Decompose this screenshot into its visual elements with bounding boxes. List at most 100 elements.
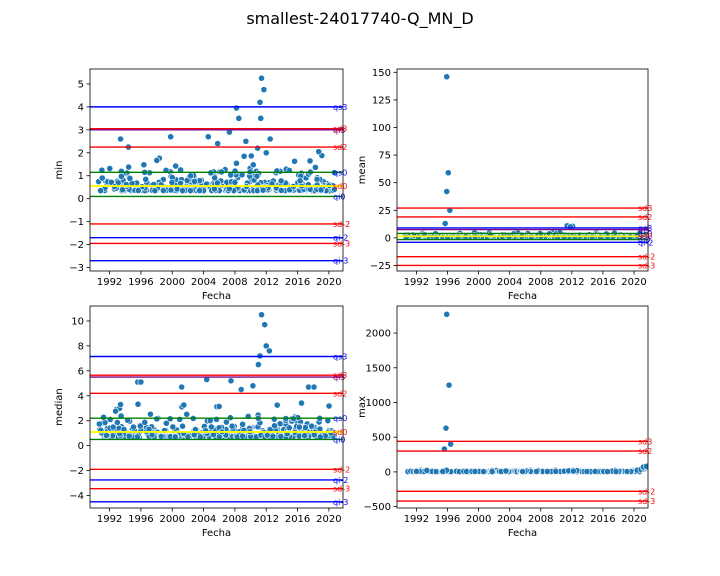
y-tick-label: −500: [364, 502, 391, 513]
plot-area: [397, 310, 648, 502]
data-point: [257, 114, 265, 122]
data-point: [147, 410, 154, 418]
data-point: [315, 148, 323, 156]
data-point: [271, 422, 278, 430]
data-point: [142, 175, 150, 183]
ref-label-sd3: sd3: [638, 437, 652, 446]
data-point: [313, 175, 321, 183]
data-point: [130, 423, 137, 431]
y-tick-label: −1: [69, 217, 84, 228]
y-tick-label: 4: [78, 102, 84, 113]
x-tick-label: 1992: [404, 514, 429, 525]
data-point: [126, 175, 134, 182]
data-point: [643, 462, 648, 470]
y-tick-label: 6: [78, 366, 84, 377]
x-tick-label: 2000: [160, 277, 185, 288]
data-point: [262, 149, 270, 157]
data-point: [97, 187, 104, 195]
x-tick-label: 2000: [466, 514, 491, 525]
ref-label-sd2: sd2: [638, 447, 652, 456]
data-point: [612, 468, 620, 475]
ref-label-qi3: qi3: [333, 126, 345, 135]
y-tick-label: −2: [69, 466, 84, 477]
data-point: [106, 165, 114, 172]
x-tick-label: 2008: [528, 277, 553, 288]
x-tick-label: 2008: [222, 514, 247, 525]
x-tick-label: 2020: [316, 514, 341, 525]
data-point: [233, 104, 240, 112]
data-point: [179, 422, 186, 430]
data-point: [273, 167, 281, 175]
data-point: [261, 321, 269, 329]
data-point: [277, 177, 285, 185]
data-point: [153, 156, 161, 164]
data-point: [191, 178, 198, 185]
x-axis-label: Fecha: [202, 528, 231, 539]
data-point: [263, 431, 271, 439]
y-axis-label: max: [357, 396, 368, 418]
data-point: [167, 186, 175, 194]
data-point: [442, 424, 450, 432]
x-tick-label: 2004: [191, 514, 216, 525]
data-point: [168, 179, 176, 186]
data-point: [325, 402, 333, 410]
x-tick-label: 2020: [316, 277, 341, 288]
data-point: [443, 188, 451, 195]
y-tick-label: 2000: [366, 329, 391, 340]
x-tick-label: 2020: [621, 277, 646, 288]
x-tick-label: 1992: [97, 277, 122, 288]
data-point: [183, 410, 191, 418]
data-point: [239, 432, 246, 440]
data-point: [570, 467, 577, 475]
ref-label-sd-3: sd-3: [333, 239, 350, 248]
x-tick-label: 2008: [222, 277, 247, 288]
x-tick-label: 2012: [559, 277, 584, 288]
data-point: [176, 415, 184, 423]
data-point: [266, 135, 274, 143]
data-point: [552, 467, 560, 475]
x-tick-label: 1996: [128, 277, 153, 288]
data-point: [233, 159, 240, 167]
data-point: [432, 468, 440, 476]
y-tick-label: 4: [78, 391, 84, 402]
data-point: [443, 73, 451, 81]
x-tick-label: 2004: [497, 514, 522, 525]
data-point: [296, 177, 304, 185]
y-tick-label: 1: [78, 171, 84, 182]
ref-label-sd-3: sd-3: [333, 485, 350, 494]
y-tick-label: 1000: [366, 398, 391, 409]
y-axis-label: mean: [357, 156, 368, 184]
data-point: [179, 187, 186, 195]
y-tick-label: 100: [372, 123, 391, 134]
plot-area: [90, 311, 343, 503]
data-point: [591, 468, 599, 475]
x-tick-label: 1992: [404, 277, 429, 288]
data-point: [242, 137, 250, 145]
data-point: [298, 399, 305, 407]
axes-frame: [396, 68, 649, 272]
data-point: [117, 401, 124, 408]
data-point: [172, 162, 180, 170]
data-point: [439, 468, 447, 475]
data-point: [277, 187, 285, 194]
ref-label-sd3: sd3: [638, 204, 652, 213]
ref-label-qi-2: qi-2: [638, 238, 653, 247]
data-point: [227, 377, 235, 385]
data-point: [157, 433, 165, 440]
ref-label-qi0: qi0: [333, 435, 345, 444]
ref-label-sd0: sd0: [638, 232, 652, 241]
data-point: [98, 174, 106, 182]
ref-label-sd0: sd0: [333, 182, 347, 191]
x-tick-label: 1996: [128, 514, 153, 525]
y-tick-label: 2: [78, 148, 84, 159]
data-point: [543, 468, 551, 475]
data-point: [249, 382, 257, 390]
data-point: [519, 468, 526, 475]
x-tick-label: 2016: [285, 514, 310, 525]
data-point: [270, 415, 278, 423]
y-axis-label: min: [54, 161, 65, 180]
y-tick-label: 0: [78, 194, 84, 205]
data-point: [187, 172, 194, 180]
data-point: [222, 418, 230, 426]
